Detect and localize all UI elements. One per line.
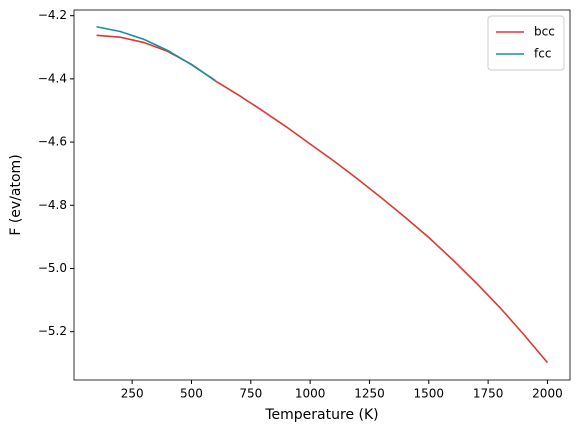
- x-tick-label: 2000: [532, 387, 563, 401]
- line: [96, 34, 549, 364]
- y-axis-label: F (ev/atom): [8, 154, 24, 235]
- x-tick-label: 1750: [473, 387, 504, 401]
- legend-label: fcc: [534, 47, 551, 61]
- x-tick-label: 1500: [414, 387, 445, 401]
- y-tick-label: −4.8: [38, 198, 67, 212]
- x-axis-label: Temperature (K): [264, 407, 378, 423]
- legend-label: bcc: [534, 25, 555, 39]
- plot-frame: [73, 9, 571, 381]
- x-tick-label: 250: [121, 387, 144, 401]
- x-tick-label: 1250: [354, 387, 385, 401]
- y-tick-label: −5.0: [38, 261, 67, 275]
- legend-box: [487, 15, 565, 71]
- y-tick-label: −4.6: [38, 135, 67, 149]
- line: [96, 25, 216, 82]
- y-tick-label: −5.2: [38, 324, 67, 338]
- x-tick-label: 750: [239, 387, 262, 401]
- x-tick-label: 1000: [295, 387, 326, 401]
- y-tick-label: −4.2: [38, 8, 67, 22]
- x-tick-label: 500: [180, 387, 203, 401]
- y-tick-label: −4.4: [38, 71, 67, 85]
